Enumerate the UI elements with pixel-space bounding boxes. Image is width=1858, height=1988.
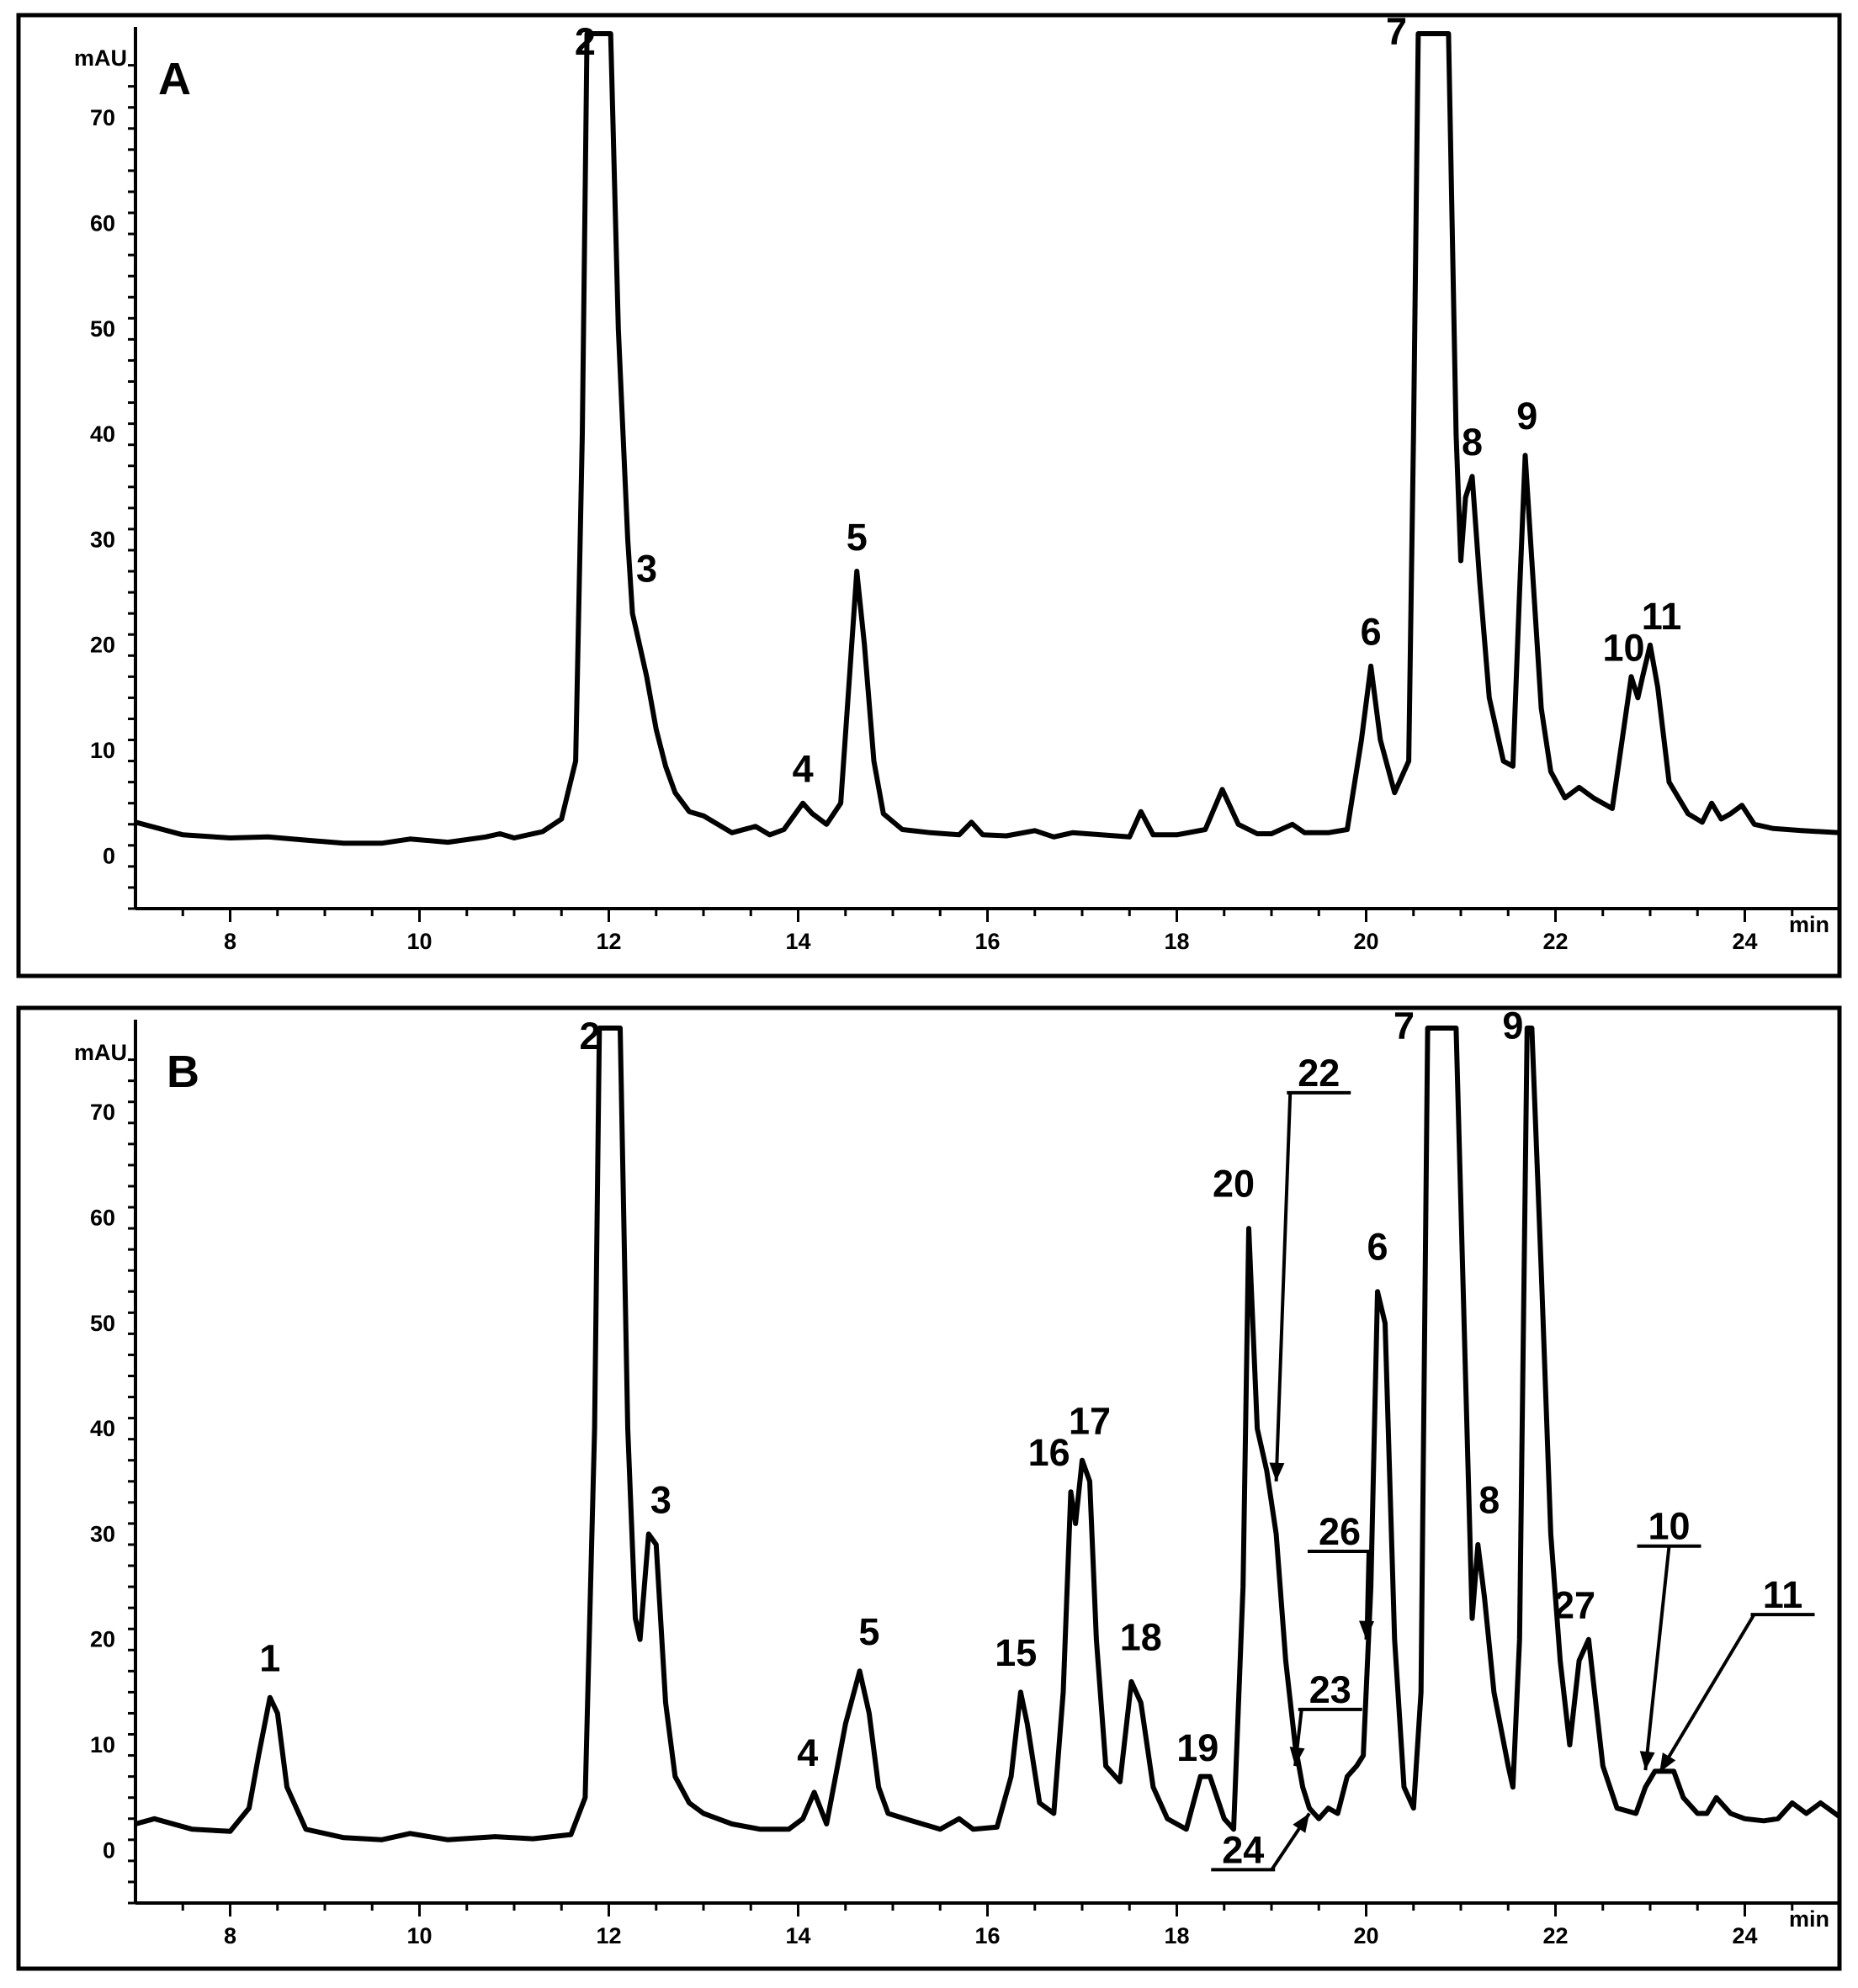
peak-label-11: 11 bbox=[1642, 595, 1682, 638]
peak-label-16: 16 bbox=[1028, 1431, 1070, 1474]
peak-label-5: 5 bbox=[847, 516, 868, 559]
x-tick-label: 14 bbox=[785, 929, 810, 954]
peak-label-7: 7 bbox=[1394, 1005, 1415, 1047]
x-axis-label: min bbox=[1789, 1906, 1829, 1932]
x-tick-label: 12 bbox=[596, 1923, 621, 1948]
y-tick-label: 70 bbox=[90, 105, 115, 130]
peak-label-22: 22 bbox=[1298, 1052, 1340, 1095]
peak-label-26: 26 bbox=[1319, 1510, 1361, 1553]
y-tick-label: 30 bbox=[90, 527, 115, 552]
peak-label-3: 3 bbox=[636, 548, 657, 591]
peak-label-7: 7 bbox=[1386, 10, 1407, 53]
y-tick-label: 70 bbox=[90, 1100, 115, 1125]
panel-letter: B bbox=[167, 1047, 199, 1097]
x-tick-label: 18 bbox=[1164, 929, 1189, 954]
y-tick-label: 40 bbox=[90, 421, 115, 447]
annotation-arrow bbox=[1274, 1092, 1293, 1482]
y-tick-label: 40 bbox=[90, 1416, 115, 1441]
annotation-arrow bbox=[1643, 1545, 1671, 1771]
peak-label-3: 3 bbox=[650, 1478, 672, 1521]
peak-label-24: 24 bbox=[1222, 1828, 1264, 1871]
arrow-head bbox=[1269, 1462, 1285, 1482]
y-tick-label: 30 bbox=[90, 1521, 115, 1546]
x-tick-label: 16 bbox=[974, 929, 1000, 954]
y-tick-label: 0 bbox=[103, 843, 115, 868]
x-tick-label: 12 bbox=[596, 929, 621, 954]
x-tick-label: 8 bbox=[224, 1923, 236, 1948]
x-tick-label: 24 bbox=[1732, 929, 1757, 954]
peak-label-10: 10 bbox=[1602, 627, 1644, 670]
chromatogram-trace bbox=[135, 1026, 1839, 1842]
x-tick-label: 22 bbox=[1542, 929, 1568, 954]
panel-letter: A bbox=[158, 54, 191, 104]
y-tick-label: 20 bbox=[90, 1627, 115, 1652]
peak-label-8: 8 bbox=[1478, 1478, 1500, 1521]
y-tick-label: 10 bbox=[90, 1732, 115, 1757]
x-tick-label: 10 bbox=[406, 1923, 432, 1948]
x-tick-label: 8 bbox=[224, 929, 236, 954]
y-tick-label: 0 bbox=[103, 1837, 115, 1863]
x-tick-label: 20 bbox=[1353, 929, 1378, 954]
peak-label-10: 10 bbox=[1648, 1505, 1690, 1548]
peak-label-9: 9 bbox=[1502, 1005, 1523, 1047]
peak-label-19: 19 bbox=[1176, 1726, 1218, 1769]
arrow-head bbox=[1639, 1751, 1655, 1771]
x-tick-label: 22 bbox=[1542, 1923, 1568, 1948]
x-axis-label: min bbox=[1789, 912, 1829, 937]
x-tick-label: 10 bbox=[406, 929, 432, 954]
peak-label-15: 15 bbox=[995, 1631, 1037, 1674]
arrow-head bbox=[1359, 1620, 1375, 1640]
peak-label-17: 17 bbox=[1069, 1399, 1111, 1442]
x-tick-label: 20 bbox=[1353, 1923, 1378, 1948]
x-tick-label: 16 bbox=[974, 1923, 1000, 1948]
arrow-head bbox=[1293, 1813, 1309, 1833]
peak-label-6: 6 bbox=[1367, 1226, 1388, 1269]
peak-label-20: 20 bbox=[1213, 1162, 1255, 1205]
peak-label-11: 11 bbox=[1763, 1573, 1803, 1616]
y-tick-label: 20 bbox=[90, 633, 115, 658]
y-tick-label: 60 bbox=[90, 211, 115, 236]
y-tick-label: 10 bbox=[90, 738, 115, 763]
y-tick-label: 60 bbox=[90, 1206, 115, 1231]
peak-label-4: 4 bbox=[793, 748, 814, 791]
y-axis-label: mAU bbox=[74, 1040, 127, 1065]
arrow-head bbox=[1289, 1747, 1305, 1767]
peak-label-5: 5 bbox=[858, 1610, 879, 1653]
annotation-arrow bbox=[1658, 1614, 1756, 1773]
peak-label-2: 2 bbox=[575, 20, 596, 63]
peak-label-1: 1 bbox=[259, 1636, 280, 1679]
peak-label-2: 2 bbox=[579, 1015, 600, 1058]
chromatogram-trace bbox=[135, 31, 1839, 846]
peak-label-18: 18 bbox=[1120, 1615, 1162, 1658]
peak-label-6: 6 bbox=[1361, 611, 1382, 654]
arrow-head bbox=[1659, 1752, 1676, 1773]
panel-frame bbox=[16, 1005, 1842, 1971]
y-tick-label: 50 bbox=[90, 1311, 115, 1336]
y-axis-label: mAU bbox=[74, 45, 127, 71]
peak-label-9: 9 bbox=[1516, 395, 1537, 437]
panel-frame bbox=[16, 13, 1842, 978]
peak-label-4: 4 bbox=[797, 1731, 818, 1774]
x-tick-label: 24 bbox=[1732, 1923, 1757, 1948]
peak-label-27: 27 bbox=[1553, 1584, 1595, 1627]
peak-label-23: 23 bbox=[1309, 1668, 1351, 1711]
x-tick-label: 18 bbox=[1164, 1923, 1189, 1948]
y-tick-label: 50 bbox=[90, 316, 115, 342]
x-tick-label: 14 bbox=[785, 1923, 810, 1948]
peak-label-8: 8 bbox=[1462, 421, 1483, 464]
